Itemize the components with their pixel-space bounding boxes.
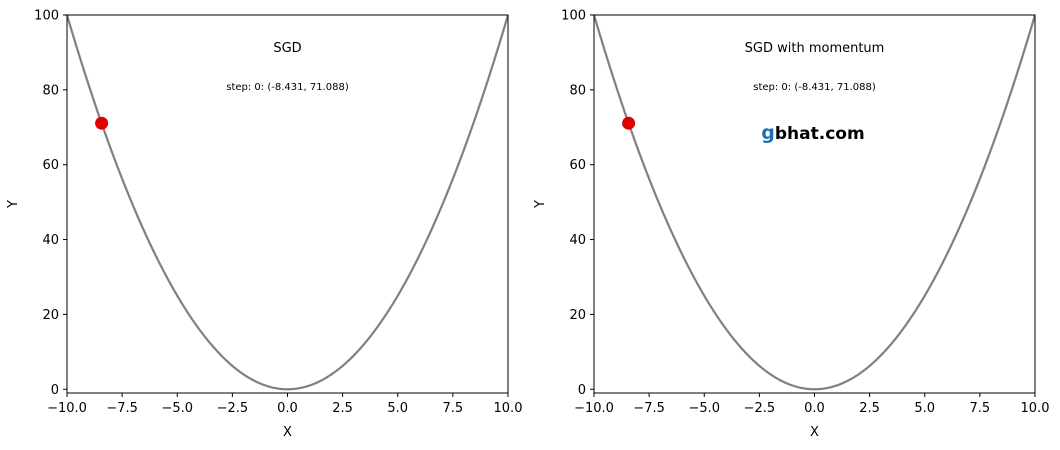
sgd-momentum-y-tick-label: 60 xyxy=(569,158,586,173)
sgd-momentum-x-tick-label: 5.0 xyxy=(914,401,935,416)
sgd-momentum-current-point xyxy=(622,116,636,130)
sgd-x-axis-label: X xyxy=(283,425,292,440)
sgd-parabola-line xyxy=(67,15,508,391)
watermark-logo-g: g xyxy=(761,122,775,144)
sgd-momentum-step-annotation: step: 0: (-8.431, 71.088) xyxy=(753,82,876,93)
sgd-subplot: SGD step: 0: (-8.431, 71.088) X Y −10.0 −… xyxy=(6,9,522,441)
sgd-momentum-x-tick-label: −2.5 xyxy=(744,401,776,416)
sgd-x-tick-label: −5.0 xyxy=(161,401,193,416)
sgd-momentum-subplot: SGD with momentum step: 0: (-8.431, 71.0… xyxy=(533,9,1049,441)
sgd-x-tick-label: 0.0 xyxy=(277,401,298,416)
sgd-x-tick-label: 5.0 xyxy=(387,401,408,416)
sgd-momentum-x-tick-label: −5.0 xyxy=(688,401,720,416)
sgd-title: SGD xyxy=(273,41,301,56)
sgd-x-tick-label: −7.5 xyxy=(106,401,138,416)
sgd-y-tick-label: 60 xyxy=(42,158,59,173)
sgd-momentum-title: SGD with momentum xyxy=(745,41,885,56)
sgd-momentum-x-axis-label: X xyxy=(810,425,819,440)
watermark-logo-rest: bhat.com xyxy=(775,124,865,144)
sgd-y-tick-label: 100 xyxy=(34,9,59,24)
sgd-current-point xyxy=(95,116,109,130)
sgd-y-tick-label: 40 xyxy=(42,233,59,248)
watermark-logo: gbhat.com xyxy=(761,122,864,144)
sgd-momentum-x-tick-label: −7.5 xyxy=(633,401,665,416)
sgd-momentum-x-tick-label: 0.0 xyxy=(804,401,825,416)
sgd-momentum-y-tick-label: 0 xyxy=(578,383,586,398)
sgd-y-tick-label: 0 xyxy=(51,383,59,398)
sgd-momentum-x-tick-label: 10.0 xyxy=(1021,401,1050,416)
sgd-momentum-y-tick-label: 40 xyxy=(569,233,586,248)
sgd-step-annotation: step: 0: (-8.431, 71.088) xyxy=(226,82,349,93)
sgd-momentum-x-tick-label: 2.5 xyxy=(859,401,880,416)
sgd-y-tick-label: 20 xyxy=(42,308,59,323)
sgd-x-tick-label: 2.5 xyxy=(332,401,353,416)
sgd-momentum-y-tick-label: 80 xyxy=(569,83,586,98)
sgd-momentum-y-tick-label: 100 xyxy=(561,9,586,24)
sgd-momentum-y-tick-label: 20 xyxy=(569,308,586,323)
sgd-y-axis-label: Y xyxy=(6,200,21,209)
sgd-y-tick-label: 80 xyxy=(42,83,59,98)
sgd-x-tick-label: 7.5 xyxy=(443,401,464,416)
sgd-x-tick-label: −10.0 xyxy=(47,401,87,416)
sgd-x-tick-label: 10.0 xyxy=(494,401,523,416)
sgd-momentum-parabola-line xyxy=(594,15,1035,391)
sgd-momentum-y-axis-label: Y xyxy=(533,200,548,209)
sgd-momentum-x-tick-label: 7.5 xyxy=(970,401,991,416)
sgd-momentum-x-tick-label: −10.0 xyxy=(574,401,614,416)
sgd-x-tick-label: −2.5 xyxy=(217,401,249,416)
